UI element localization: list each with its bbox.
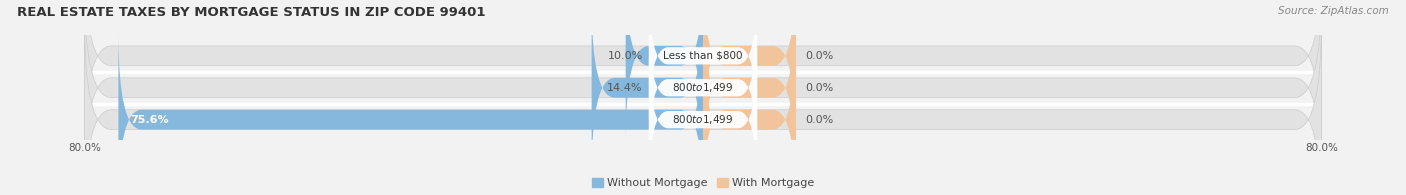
FancyBboxPatch shape <box>84 0 1322 158</box>
FancyBboxPatch shape <box>84 18 1322 195</box>
Text: 0.0%: 0.0% <box>806 83 834 93</box>
Text: 75.6%: 75.6% <box>129 115 169 125</box>
Text: Less than $800: Less than $800 <box>664 51 742 61</box>
Text: 14.4%: 14.4% <box>607 83 643 93</box>
FancyBboxPatch shape <box>650 17 756 159</box>
Text: 0.0%: 0.0% <box>806 115 834 125</box>
Text: 10.0%: 10.0% <box>607 51 643 61</box>
Text: REAL ESTATE TAXES BY MORTGAGE STATUS IN ZIP CODE 99401: REAL ESTATE TAXES BY MORTGAGE STATUS IN … <box>17 6 485 19</box>
FancyBboxPatch shape <box>118 34 703 195</box>
FancyBboxPatch shape <box>592 2 703 174</box>
FancyBboxPatch shape <box>703 2 796 174</box>
FancyBboxPatch shape <box>84 0 1322 190</box>
FancyBboxPatch shape <box>650 0 756 127</box>
Text: $800 to $1,499: $800 to $1,499 <box>672 113 734 126</box>
FancyBboxPatch shape <box>650 49 756 191</box>
Text: 0.0%: 0.0% <box>806 51 834 61</box>
FancyBboxPatch shape <box>703 0 796 142</box>
FancyBboxPatch shape <box>626 0 703 142</box>
FancyBboxPatch shape <box>703 34 796 195</box>
Text: $800 to $1,499: $800 to $1,499 <box>672 81 734 94</box>
Text: Source: ZipAtlas.com: Source: ZipAtlas.com <box>1278 6 1389 16</box>
Legend: Without Mortgage, With Mortgage: Without Mortgage, With Mortgage <box>588 174 818 193</box>
